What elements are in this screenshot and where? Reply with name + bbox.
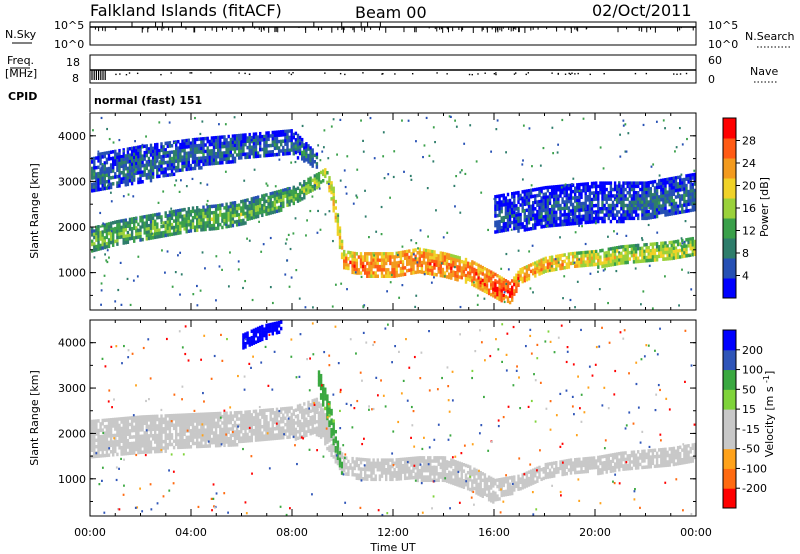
power-cbar-tick-0: 28 xyxy=(742,135,756,148)
power-cbar-tick-2: 20 xyxy=(742,180,756,193)
power-cbar-swatch-4 xyxy=(723,198,736,219)
freq-tick-bottom: 8 xyxy=(72,72,79,85)
cpid-label: CPID xyxy=(8,90,37,103)
x-tick-0: 00:00 xyxy=(74,526,106,539)
nsky-label: N.Sky xyxy=(5,28,37,41)
velocity-cbar-swatch-0 xyxy=(723,488,736,509)
velocity-cbar-tick-6: -100 xyxy=(742,462,767,475)
freq-label-2: [MHz] xyxy=(5,67,37,80)
velocity-cbar-tick-1: 100 xyxy=(742,364,763,377)
power-ytick-0: 1000 xyxy=(58,267,86,280)
velocity-ylabel: Slant Range [km] xyxy=(28,370,41,466)
velocity-cbar-swatch-8 xyxy=(723,330,736,351)
velocity-ytick-2: 3000 xyxy=(58,382,86,395)
power-cbar-swatch-3 xyxy=(723,218,736,239)
time-axis: 00:00 04:00 08:00 12:00 16:00 20:00 00:00 xyxy=(74,113,712,539)
velocity-cbar-label: Velocity [m s -1] xyxy=(762,371,776,458)
velocity-ytick-1: 2000 xyxy=(58,427,86,440)
velocity-cbar-swatch-2 xyxy=(723,448,736,469)
power-cbar-swatch-8 xyxy=(723,118,736,139)
power-cbar-swatch-0 xyxy=(723,278,736,299)
power-data xyxy=(91,115,697,310)
power-cbar-tick-4: 12 xyxy=(742,225,756,238)
power-cbar-swatch-2 xyxy=(723,238,736,259)
cpid-text: normal (fast) 151 xyxy=(94,94,202,107)
power-cbar-swatch-7 xyxy=(723,138,736,159)
power-ytick-3: 4000 xyxy=(58,130,86,143)
x-tick-5: 20:00 xyxy=(579,526,611,539)
velocity-cbar-swatch-4 xyxy=(723,409,736,430)
nave-label: Nave xyxy=(750,65,778,78)
nsearch-tick-top: 10^5 xyxy=(708,19,738,32)
power-ylabel: Slant Range [km] xyxy=(28,163,41,259)
power-cbar-swatch-6 xyxy=(723,158,736,179)
power-y-axis: 1000 2000 3000 4000 xyxy=(58,112,696,296)
velocity-data xyxy=(91,320,697,517)
velocity-y-axis: 1000 2000 3000 4000 xyxy=(58,319,696,502)
beam-title: Beam 00 xyxy=(355,3,427,22)
power-ytick-1: 2000 xyxy=(58,221,86,234)
velocity-cbar-tick-0: 200 xyxy=(742,344,763,357)
velocity-cbar-tick-4: -15 xyxy=(742,423,760,436)
power-cbar-swatch-1 xyxy=(723,258,736,279)
nsky-trace xyxy=(90,22,696,33)
velocity-colorbar: 200 100 50 15 -15 -50 -100 -200 xyxy=(722,329,767,509)
x-tick-1: 04:00 xyxy=(175,526,207,539)
freq-tick-top: 18 xyxy=(66,56,80,69)
velocity-cbar-swatch-5 xyxy=(723,389,736,410)
nave-tick-bottom: 0 xyxy=(708,73,715,86)
power-cbar-swatch-5 xyxy=(723,178,736,199)
x-tick-6: 00:00 xyxy=(680,526,712,539)
date-title: 02/Oct/2011 xyxy=(592,1,692,20)
freq-panel xyxy=(89,54,697,84)
nsky-tick-bottom: 10^0 xyxy=(54,38,84,51)
freq-trace xyxy=(90,69,696,80)
velocity-ytick-3: 4000 xyxy=(58,337,86,350)
freq-label-1: Freq. xyxy=(7,54,34,67)
nsky-tick-top: 10^5 xyxy=(54,19,84,32)
power-colorbar: 28 24 20 16 12 8 4 xyxy=(722,117,756,299)
power-ytick-2: 3000 xyxy=(58,175,86,188)
power-cbar-tick-5: 8 xyxy=(742,247,749,260)
velocity-ytick-0: 1000 xyxy=(58,473,86,486)
velocity-cbar-swatch-6 xyxy=(723,369,736,390)
nsearch-tick-bottom: 10^0 xyxy=(708,38,738,51)
velocity-cbar-tick-2: 50 xyxy=(742,383,756,396)
power-cbar-tick-1: 24 xyxy=(742,157,756,170)
x-axis-label: Time UT xyxy=(369,541,415,554)
x-tick-4: 16:00 xyxy=(478,526,510,539)
velocity-cbar-tick-7: -200 xyxy=(742,482,767,495)
power-cbar-label: Power [dB] xyxy=(758,177,771,237)
velocity-cbar-swatch-7 xyxy=(723,349,736,371)
nave-tick-top: 60 xyxy=(708,54,722,67)
power-cbar-tick-3: 16 xyxy=(742,202,756,215)
x-tick-3: 12:00 xyxy=(377,526,409,539)
nsearch-label: N.Search xyxy=(745,30,795,43)
velocity-cbar-swatch-3 xyxy=(723,428,736,450)
nsky-panel xyxy=(89,21,697,46)
station-title: Falkland Islands (fitACF) xyxy=(90,1,282,20)
velocity-cbar-tick-3: 15 xyxy=(742,403,756,416)
x-tick-2: 08:00 xyxy=(276,526,308,539)
power-cbar-tick-6: 4 xyxy=(742,270,749,283)
velocity-cbar-swatch-1 xyxy=(723,468,736,489)
velocity-cbar-tick-5: -50 xyxy=(742,443,760,456)
